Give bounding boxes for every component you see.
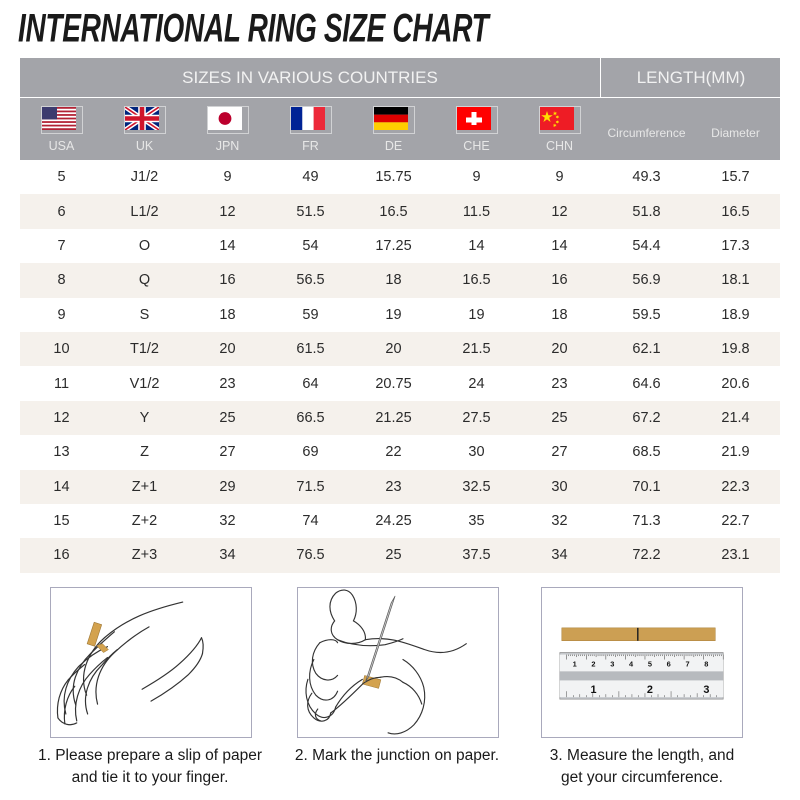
svg-text:2: 2: [591, 659, 595, 668]
svg-text:8: 8: [704, 659, 708, 668]
svg-text:1: 1: [590, 684, 596, 696]
svg-text:3: 3: [703, 684, 709, 696]
svg-text:2: 2: [647, 684, 653, 696]
svg-text:6: 6: [667, 659, 671, 668]
svg-text:3: 3: [610, 659, 614, 668]
svg-text:1: 1: [573, 659, 577, 668]
svg-text:5: 5: [648, 659, 652, 668]
svg-text:7: 7: [685, 659, 689, 668]
